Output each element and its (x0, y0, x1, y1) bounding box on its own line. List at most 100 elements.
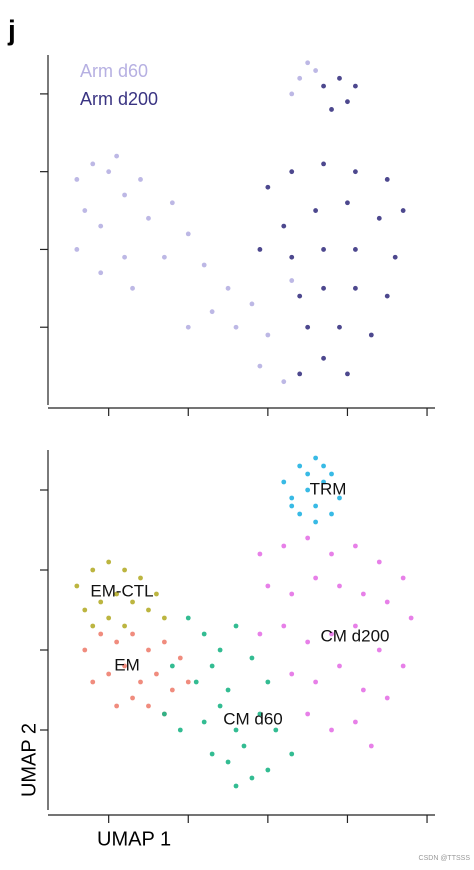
point (161, 615, 167, 621)
series (161, 615, 295, 789)
point (106, 169, 112, 175)
point (329, 727, 334, 733)
series (257, 535, 414, 749)
point (225, 687, 231, 693)
point (321, 463, 326, 469)
point (376, 215, 382, 221)
point (305, 324, 311, 330)
point (265, 679, 271, 685)
point (329, 107, 334, 112)
point (106, 671, 112, 677)
point (130, 695, 135, 701)
point (313, 503, 319, 509)
point (249, 301, 255, 307)
point (313, 68, 319, 73)
point (90, 623, 96, 629)
point (161, 639, 167, 645)
point (233, 783, 239, 789)
point (241, 743, 247, 749)
point (368, 743, 374, 749)
point (122, 254, 127, 260)
point (90, 679, 96, 685)
point (106, 615, 112, 621)
point (177, 727, 183, 733)
point (130, 599, 135, 605)
point (305, 471, 311, 477)
point (169, 663, 175, 669)
point (384, 293, 390, 299)
point (257, 631, 263, 637)
point (146, 703, 151, 709)
point (273, 727, 279, 733)
cluster-label: CM d200 (321, 626, 390, 645)
point (82, 607, 88, 613)
cluster-label: CM d60 (223, 709, 283, 728)
point (329, 551, 334, 557)
point (257, 363, 263, 369)
legend-label: Arm d60 (80, 61, 148, 81)
point (225, 285, 231, 291)
cluster-label: EM-CTL (90, 581, 153, 600)
point (353, 543, 358, 549)
point (313, 208, 319, 213)
point (321, 355, 326, 361)
point (225, 759, 231, 765)
point (265, 332, 271, 338)
point (289, 91, 295, 97)
point (297, 511, 303, 517)
watermark: CSDN @TTSSS (419, 855, 471, 862)
point (360, 591, 366, 597)
series (74, 60, 319, 385)
point (313, 575, 319, 581)
point (376, 647, 382, 653)
cluster-label: EM (114, 655, 140, 674)
point (98, 270, 104, 276)
point (281, 479, 287, 485)
point (297, 75, 303, 81)
point (146, 647, 151, 653)
point (122, 623, 127, 629)
point (305, 711, 311, 717)
point (209, 751, 215, 757)
point (106, 559, 112, 565)
point (201, 631, 207, 637)
point (138, 679, 143, 685)
point (74, 583, 80, 589)
point (376, 559, 382, 565)
point (384, 695, 390, 701)
point (289, 751, 295, 757)
point (289, 671, 295, 677)
point (217, 703, 223, 709)
point (122, 663, 127, 669)
point (368, 332, 374, 338)
point (265, 767, 271, 773)
point (289, 495, 295, 501)
point (74, 247, 80, 252)
point (201, 719, 207, 725)
point (257, 247, 263, 252)
point (161, 711, 167, 717)
point (177, 655, 183, 661)
point (353, 623, 358, 629)
point (400, 575, 406, 581)
point (169, 200, 175, 206)
point (321, 247, 326, 252)
point (193, 679, 199, 685)
point (289, 503, 295, 509)
point (337, 75, 342, 81)
point (289, 278, 295, 283)
point (289, 591, 295, 597)
point (114, 591, 120, 597)
point (249, 775, 255, 781)
point (329, 511, 334, 517)
point (154, 671, 159, 677)
series (281, 455, 342, 525)
point (138, 177, 143, 182)
point (114, 153, 120, 159)
point (130, 285, 135, 291)
point (154, 591, 159, 597)
point (281, 623, 287, 629)
point (337, 495, 342, 501)
point (353, 247, 358, 252)
series (257, 75, 406, 377)
